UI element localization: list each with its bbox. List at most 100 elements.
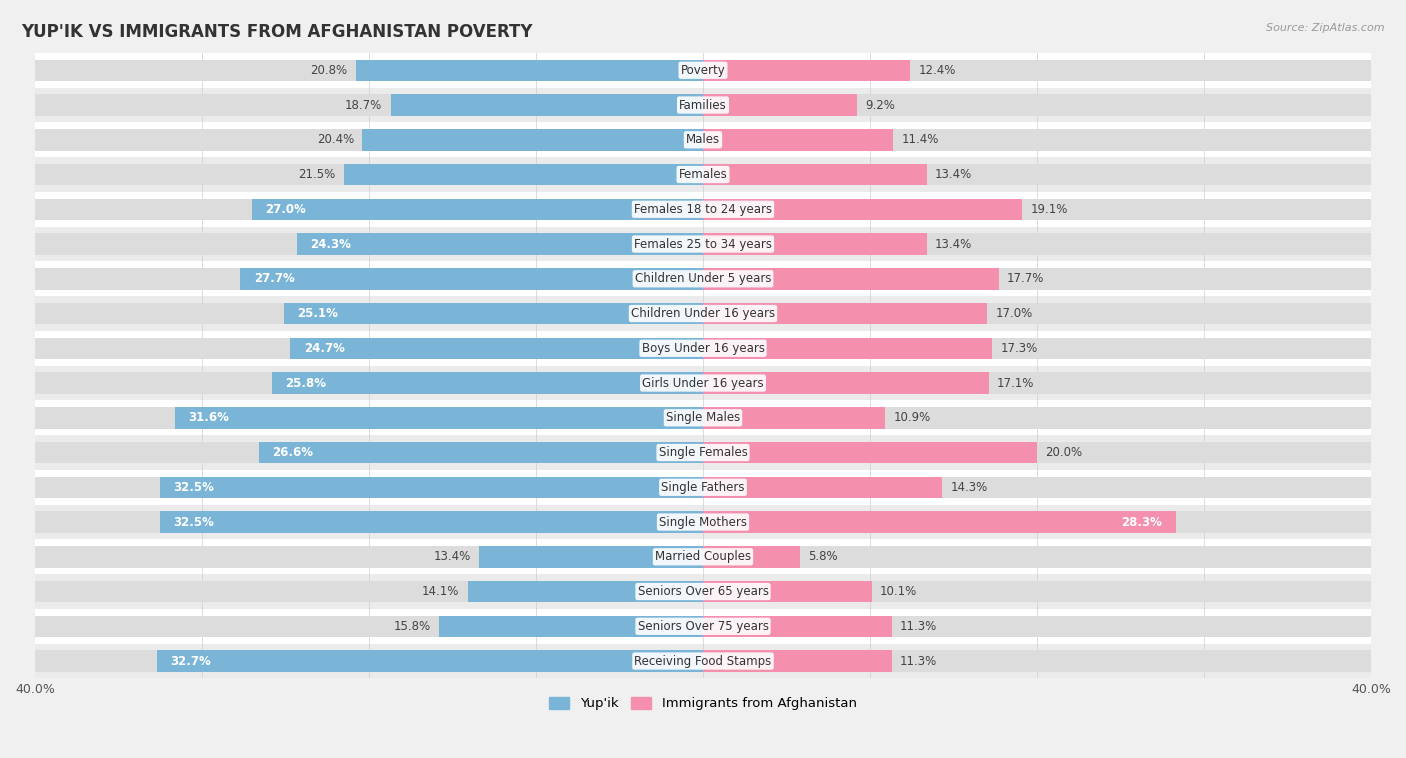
- Text: Single Males: Single Males: [666, 412, 740, 424]
- Bar: [703, 233, 1371, 255]
- Text: Single Fathers: Single Fathers: [661, 481, 745, 493]
- Text: Poverty: Poverty: [681, 64, 725, 77]
- Bar: [703, 268, 998, 290]
- Bar: [160, 477, 703, 498]
- Text: 10.1%: 10.1%: [880, 585, 917, 598]
- Bar: [284, 302, 703, 324]
- Text: 11.3%: 11.3%: [900, 655, 938, 668]
- Bar: [703, 337, 1371, 359]
- Bar: [35, 365, 1371, 400]
- Bar: [35, 546, 703, 568]
- Text: Males: Males: [686, 133, 720, 146]
- Bar: [35, 233, 703, 255]
- Bar: [35, 296, 1371, 331]
- Text: Married Couples: Married Couples: [655, 550, 751, 563]
- Text: 26.6%: 26.6%: [273, 446, 314, 459]
- Text: Females: Females: [679, 168, 727, 181]
- Bar: [35, 470, 1371, 505]
- Bar: [35, 59, 703, 81]
- Bar: [35, 268, 703, 290]
- Bar: [297, 233, 703, 255]
- Text: 9.2%: 9.2%: [865, 99, 894, 111]
- Text: Source: ZipAtlas.com: Source: ZipAtlas.com: [1267, 23, 1385, 33]
- Bar: [35, 574, 1371, 609]
- Bar: [703, 199, 1022, 220]
- Text: YUP'IK VS IMMIGRANTS FROM AFGHANISTAN POVERTY: YUP'IK VS IMMIGRANTS FROM AFGHANISTAN PO…: [21, 23, 533, 41]
- Bar: [35, 302, 703, 324]
- Text: Females 25 to 34 years: Females 25 to 34 years: [634, 237, 772, 251]
- Bar: [157, 650, 703, 672]
- Text: 14.1%: 14.1%: [422, 585, 460, 598]
- Text: 17.0%: 17.0%: [995, 307, 1032, 320]
- Bar: [703, 615, 1371, 637]
- Text: Receiving Food Stamps: Receiving Food Stamps: [634, 655, 772, 668]
- Text: Children Under 16 years: Children Under 16 years: [631, 307, 775, 320]
- Text: Girls Under 16 years: Girls Under 16 years: [643, 377, 763, 390]
- Bar: [35, 435, 1371, 470]
- Bar: [391, 94, 703, 116]
- Bar: [240, 268, 703, 290]
- Text: Boys Under 16 years: Boys Under 16 years: [641, 342, 765, 355]
- Text: 19.1%: 19.1%: [1031, 203, 1067, 216]
- Bar: [35, 53, 1371, 88]
- Bar: [703, 129, 1371, 151]
- Bar: [35, 540, 1371, 574]
- Text: 12.4%: 12.4%: [918, 64, 956, 77]
- Bar: [703, 442, 1038, 463]
- Bar: [356, 59, 703, 81]
- Bar: [703, 477, 1371, 498]
- Text: 5.8%: 5.8%: [808, 550, 838, 563]
- Bar: [35, 505, 1371, 540]
- Text: 27.7%: 27.7%: [253, 272, 294, 285]
- Bar: [703, 581, 1371, 603]
- Bar: [468, 581, 703, 603]
- Text: 11.4%: 11.4%: [901, 133, 939, 146]
- Bar: [35, 581, 703, 603]
- Bar: [35, 442, 703, 463]
- Text: 13.4%: 13.4%: [935, 168, 973, 181]
- Text: 32.5%: 32.5%: [173, 515, 215, 528]
- Text: Females 18 to 24 years: Females 18 to 24 years: [634, 203, 772, 216]
- Bar: [703, 94, 856, 116]
- Text: 20.8%: 20.8%: [311, 64, 347, 77]
- Bar: [703, 650, 1371, 672]
- Text: 13.4%: 13.4%: [433, 550, 471, 563]
- Bar: [252, 199, 703, 220]
- Bar: [35, 164, 703, 185]
- Text: 21.5%: 21.5%: [298, 168, 336, 181]
- Bar: [176, 407, 703, 428]
- Text: 32.5%: 32.5%: [173, 481, 215, 493]
- Bar: [703, 94, 1371, 116]
- Text: 17.3%: 17.3%: [1000, 342, 1038, 355]
- Bar: [703, 59, 1371, 81]
- Bar: [35, 407, 703, 428]
- Legend: Yup'ik, Immigrants from Afghanistan: Yup'ik, Immigrants from Afghanistan: [544, 691, 862, 716]
- Bar: [344, 164, 703, 185]
- Bar: [35, 157, 1371, 192]
- Bar: [703, 129, 893, 151]
- Bar: [439, 615, 703, 637]
- Bar: [35, 88, 1371, 122]
- Bar: [35, 615, 703, 637]
- Text: Children Under 5 years: Children Under 5 years: [634, 272, 772, 285]
- Text: 20.0%: 20.0%: [1046, 446, 1083, 459]
- Text: 25.8%: 25.8%: [285, 377, 326, 390]
- Bar: [35, 644, 1371, 678]
- Bar: [35, 122, 1371, 157]
- Bar: [273, 372, 703, 394]
- Bar: [35, 94, 703, 116]
- Bar: [703, 442, 1371, 463]
- Bar: [35, 609, 1371, 644]
- Bar: [703, 650, 891, 672]
- Text: 17.1%: 17.1%: [997, 377, 1035, 390]
- Bar: [703, 511, 1371, 533]
- Bar: [35, 400, 1371, 435]
- Text: 10.9%: 10.9%: [893, 412, 931, 424]
- Text: 18.7%: 18.7%: [344, 99, 382, 111]
- Bar: [259, 442, 703, 463]
- Bar: [35, 192, 1371, 227]
- Text: Families: Families: [679, 99, 727, 111]
- Bar: [35, 650, 703, 672]
- Text: 24.3%: 24.3%: [311, 237, 352, 251]
- Bar: [35, 227, 1371, 262]
